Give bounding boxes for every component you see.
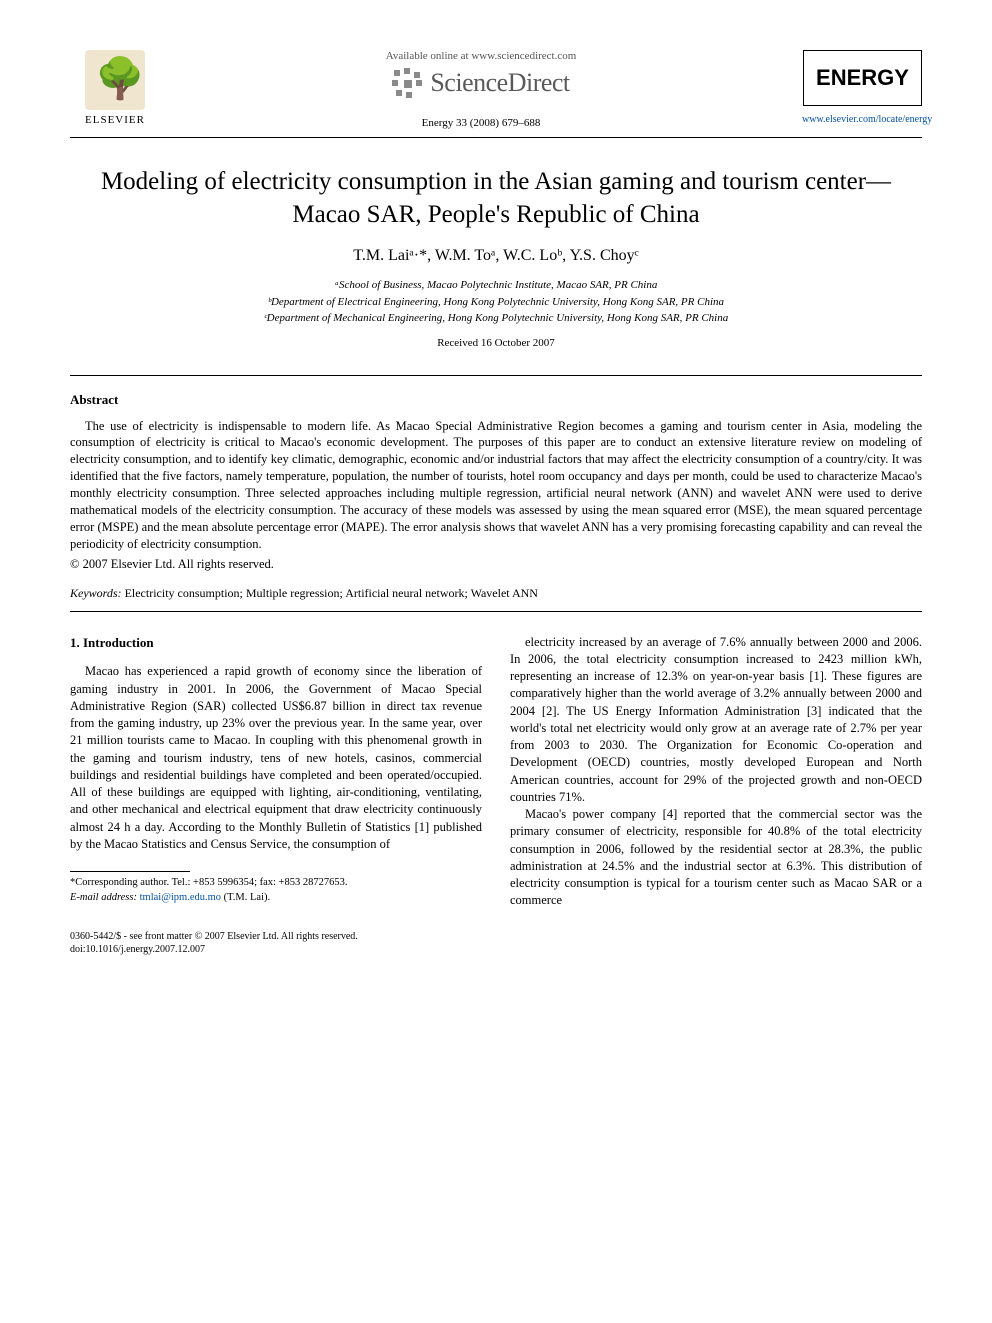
intro-paragraph-1: Macao has experienced a rapid growth of … bbox=[70, 663, 482, 853]
page-container: ELSEVIER Available online at www.science… bbox=[0, 0, 992, 996]
received-date: Received 16 October 2007 bbox=[70, 337, 922, 349]
footer-line-1: 0360-5442/$ - see front matter © 2007 El… bbox=[70, 930, 922, 943]
footnote-email-label: E-mail address: bbox=[70, 892, 140, 903]
section-1-heading: 1. Introduction bbox=[70, 634, 482, 652]
header-rule bbox=[70, 137, 922, 138]
footnote-separator bbox=[70, 871, 190, 872]
footnote-corr: *Corresponding author. Tel.: +853 599635… bbox=[70, 876, 482, 891]
footnote-email-name: (T.M. Lai). bbox=[221, 892, 270, 903]
affiliations: ᵃSchool of Business, Macao Polytechnic I… bbox=[70, 277, 922, 327]
keywords-label: Keywords: bbox=[70, 586, 122, 600]
abstract-heading: Abstract bbox=[70, 392, 922, 408]
keywords-line: Keywords: Electricity consumption; Multi… bbox=[70, 586, 922, 601]
elsevier-tree-icon bbox=[85, 50, 145, 110]
header-center: Available online at www.sciencedirect.co… bbox=[160, 50, 802, 129]
affiliation-c: ᶜDepartment of Mechanical Engineering, H… bbox=[70, 310, 922, 327]
column-left: 1. Introduction Macao has experienced a … bbox=[70, 612, 482, 910]
abstract-body: The use of electricity is indispensable … bbox=[70, 418, 922, 553]
column-right: electricity increased by an average of 7… bbox=[510, 612, 922, 910]
body-columns: 1. Introduction Macao has experienced a … bbox=[70, 612, 922, 910]
footer-meta: 0360-5442/$ - see front matter © 2007 El… bbox=[70, 930, 922, 956]
header-row: ELSEVIER Available online at www.science… bbox=[70, 50, 922, 129]
journal-reference: Energy 33 (2008) 679–688 bbox=[160, 117, 802, 129]
article-title: Modeling of electricity consumption in t… bbox=[70, 166, 922, 231]
energy-logo-block: ENERGY www.elsevier.com/locate/energy bbox=[802, 50, 922, 125]
corresponding-author-footnote: *Corresponding author. Tel.: +853 599635… bbox=[70, 876, 482, 905]
intro-paragraph-3: Macao's power company [4] reported that … bbox=[510, 806, 922, 910]
authors-line: T.M. Laiᵃ·*, W.M. Toᵃ, W.C. Loᵇ, Y.S. Ch… bbox=[70, 247, 922, 265]
affiliation-b: ᵇDepartment of Electrical Engineering, H… bbox=[70, 294, 922, 311]
available-online-text: Available online at www.sciencedirect.co… bbox=[160, 50, 802, 62]
sciencedirect-text: ScienceDirect bbox=[430, 68, 569, 98]
footnote-email-line: E-mail address: tmlai@ipm.edu.mo (T.M. L… bbox=[70, 891, 482, 906]
elsevier-logo-block: ELSEVIER bbox=[70, 50, 160, 126]
sciencedirect-logo: ScienceDirect bbox=[392, 68, 569, 98]
elsevier-label: ELSEVIER bbox=[70, 114, 160, 126]
keywords-text: Electricity consumption; Multiple regres… bbox=[122, 586, 538, 600]
abstract-copyright: © 2007 Elsevier Ltd. All rights reserved… bbox=[70, 557, 922, 572]
footer-doi: doi:10.1016/j.energy.2007.12.007 bbox=[70, 943, 922, 956]
footnote-email[interactable]: tmlai@ipm.edu.mo bbox=[140, 892, 221, 903]
journal-url[interactable]: www.elsevier.com/locate/energy bbox=[802, 114, 922, 125]
energy-logo: ENERGY bbox=[803, 50, 922, 106]
intro-paragraph-2: electricity increased by an average of 7… bbox=[510, 634, 922, 807]
sciencedirect-icon bbox=[392, 68, 422, 98]
abstract-top-rule bbox=[70, 375, 922, 376]
affiliation-a: ᵃSchool of Business, Macao Polytechnic I… bbox=[70, 277, 922, 294]
